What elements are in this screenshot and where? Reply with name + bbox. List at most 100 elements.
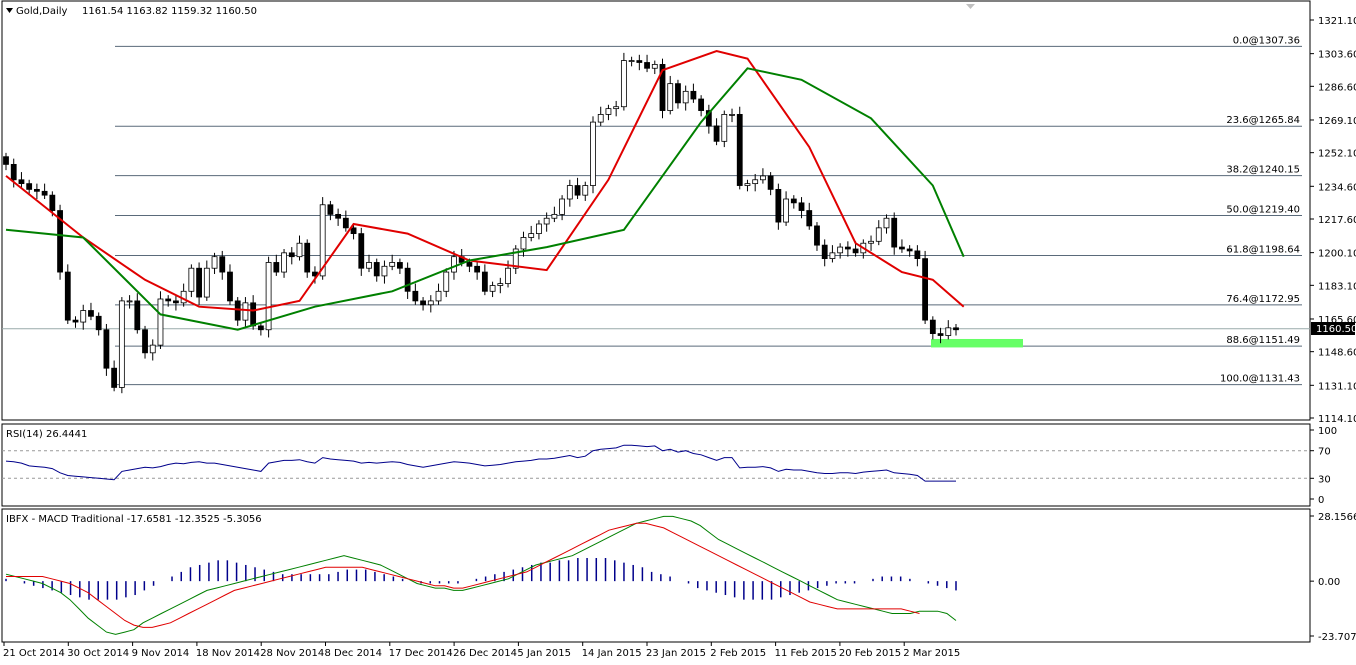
bear-candle: [790, 198, 797, 204]
time-tick-label: 28 Nov 2014: [260, 648, 324, 659]
fib-level-label: 50.0@1219.40: [1226, 205, 1300, 216]
time-tick-label: 14 Jan 2015: [582, 648, 642, 659]
bear-candle: [196, 267, 202, 298]
time-tick-label: 5 Jan 2015: [517, 648, 571, 659]
bear-candle: [736, 114, 743, 186]
time-tick-label: 26 Dec 2014: [453, 648, 517, 659]
bear-candle: [18, 179, 25, 185]
fib-level-label: 38.2@1240.15: [1226, 165, 1300, 176]
bull-candle: [242, 302, 249, 321]
bear-candle: [88, 310, 94, 317]
bear-candle: [929, 319, 936, 334]
bear-candle: [3, 156, 9, 165]
bull-candle: [628, 60, 635, 62]
bear-candle: [142, 329, 148, 354]
bull-candle: [543, 217, 550, 225]
bear-candle: [41, 190, 48, 196]
price-tick-label: 1131.10: [1318, 381, 1356, 392]
bear-candle: [775, 188, 782, 223]
bull-candle: [729, 114, 735, 116]
bull-candle: [381, 265, 388, 277]
bear-candle: [821, 244, 828, 260]
bear-candle: [95, 315, 102, 331]
bear-candle: [327, 204, 334, 215]
bull-candle: [188, 267, 195, 292]
bear-candle: [64, 271, 71, 321]
bear-candle: [49, 194, 56, 211]
bear-candle: [466, 262, 473, 267]
fib-level-label: 23.6@1265.84: [1226, 115, 1300, 126]
price-tick-label: 1148.60: [1318, 348, 1356, 359]
bear-candle: [33, 188, 40, 192]
bear-candle: [257, 325, 264, 331]
bear-candle: [412, 290, 419, 302]
bull-candle: [505, 267, 511, 285]
bull-candle: [760, 175, 766, 181]
bear-candle: [250, 302, 257, 327]
bear-candle: [574, 185, 581, 196]
bear-candle: [165, 298, 172, 302]
time-tick-label: 2 Mar 2015: [903, 648, 960, 659]
bear-candle: [134, 300, 141, 331]
bull-candle: [883, 217, 890, 229]
bull-candle: [752, 179, 759, 185]
bull-candle: [443, 271, 450, 292]
bull-candle: [319, 204, 326, 277]
bear-candle: [806, 210, 813, 227]
time-tick-label: 11 Feb 2015: [775, 648, 837, 659]
time-tick-label: 9 Nov 2014: [132, 648, 190, 659]
bear-candle: [335, 213, 342, 219]
support-zone-group: [931, 338, 1023, 348]
bear-candle: [481, 271, 488, 292]
bull-candle: [118, 300, 125, 388]
macd-tick-label: 0.00: [1318, 577, 1340, 588]
bull-candle: [497, 283, 504, 286]
fib-level-label: 61.8@1198.64: [1226, 244, 1300, 255]
bear-candle: [899, 246, 905, 250]
bull-candle: [945, 327, 952, 336]
bear-candle: [342, 217, 349, 229]
macd-tick-label: -23.7070: [1318, 632, 1356, 643]
bull-candle: [613, 106, 620, 110]
bull-candle: [582, 185, 589, 196]
bull-candle: [512, 248, 519, 269]
time-axis: 21 Oct 2014 30 Oct 2014 9 Nov 2014 18 Nov 2…: [3, 642, 960, 659]
bull-candle: [868, 240, 874, 244]
price-tick-label: 1165.60: [1318, 315, 1356, 326]
price-pane-frame: [1, 0, 1311, 421]
macd-title: IBFX - MACD Traditional -17.6581 -12.352…: [6, 514, 262, 525]
bull-candle: [211, 256, 218, 269]
rsi-tick-label: 30: [1318, 474, 1331, 485]
rsi-line: [5, 444, 956, 482]
bull-candle: [682, 90, 689, 104]
bear-candle: [227, 271, 233, 302]
bear-candle: [953, 327, 959, 331]
rsi-pane-frame: [1, 423, 1311, 507]
time-tick-label: 17 Dec 2014: [389, 648, 453, 659]
candlestick-series: [3, 52, 959, 394]
bull-candle: [389, 262, 396, 267]
bear-candle: [111, 367, 118, 388]
bear-candle: [798, 202, 805, 211]
bear-candle: [690, 90, 697, 100]
bull-candle: [837, 246, 844, 254]
support-zone: [931, 338, 1023, 348]
time-tick-label: 20 Feb 2015: [839, 648, 901, 659]
bull-candle: [265, 262, 272, 331]
bull-candle: [829, 252, 836, 260]
bear-candle: [474, 265, 481, 273]
bull-candle: [875, 227, 882, 242]
bull-candle: [427, 300, 434, 306]
bear-candle: [26, 183, 33, 190]
bear-candle: [852, 248, 859, 254]
triangle-down-icon[interactable]: [6, 8, 13, 13]
fib-level-label: 88.6@1151.49: [1226, 335, 1300, 346]
price-tick-label: 1234.60: [1318, 182, 1356, 193]
bear-candle: [358, 233, 365, 269]
bear-candle: [103, 329, 110, 369]
price-tick-label: 1286.60: [1318, 82, 1356, 93]
triangle-down-icon[interactable]: [966, 4, 975, 9]
bear-candle: [404, 267, 411, 292]
